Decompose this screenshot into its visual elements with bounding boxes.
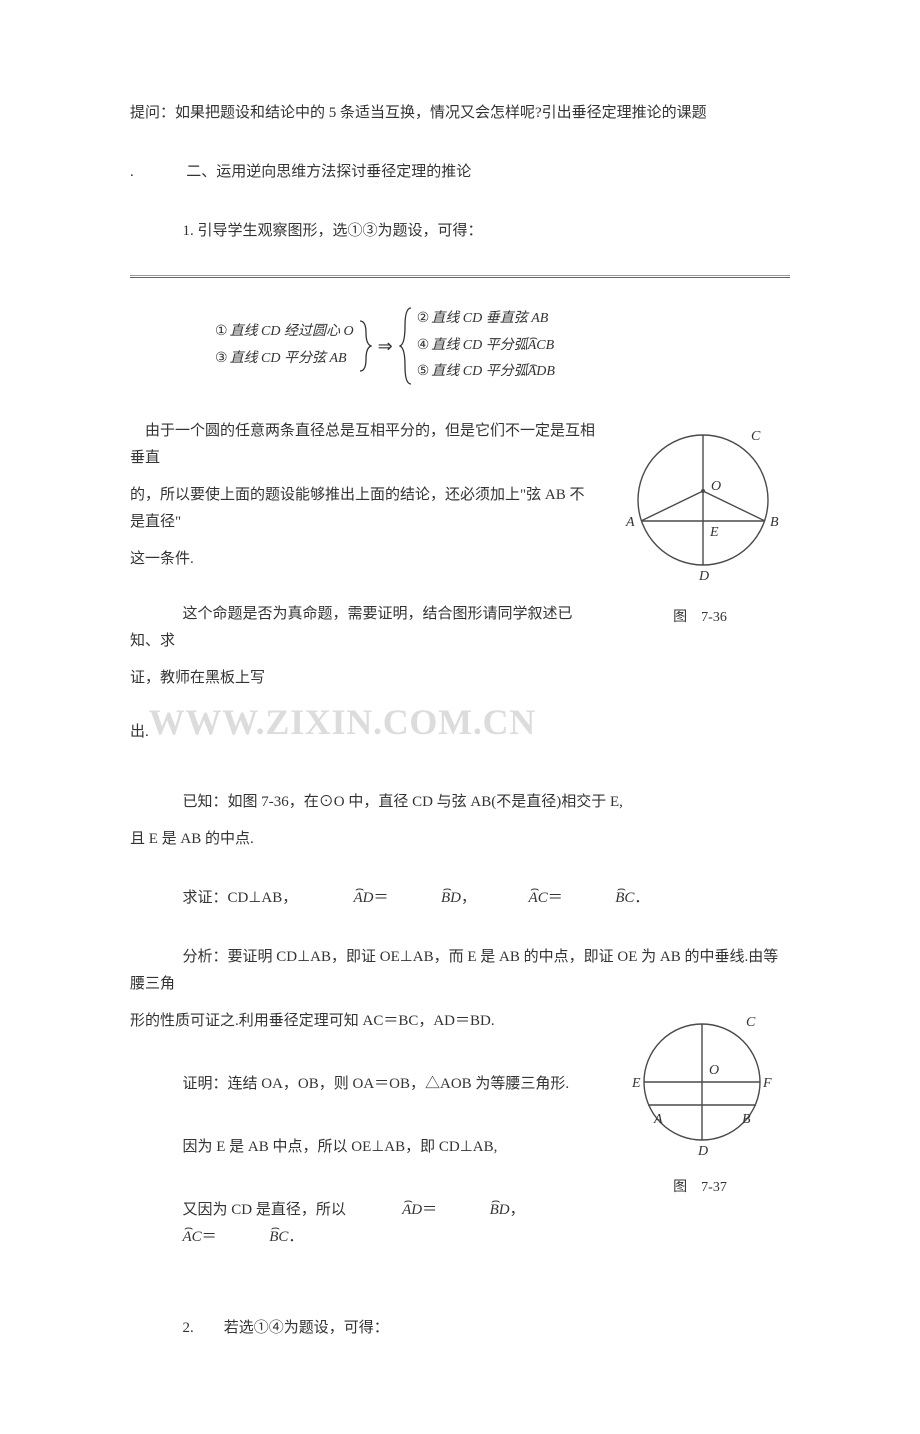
figure-36-caption: 图 7-36 [610, 605, 790, 630]
eq4: ＝ [202, 1229, 217, 1245]
eq1: ＝ [374, 890, 389, 906]
dot-prefix: . [130, 164, 134, 180]
paragraph-5b: 证，教师在黑板上写出.WWW.ZIXIN.COM.CN [130, 665, 596, 757]
label-E-37: E [631, 1076, 641, 1091]
arc-bd-2: BD [437, 1197, 510, 1224]
paragraph-9: 证明：连结 OA，OB，则 OA＝OB，△AOB 为等腰三角形. [130, 1071, 596, 1098]
label-D: D [698, 569, 709, 584]
document-page: 提问：如果把题设和结论中的 5 条适当互换，情况又会怎样呢?引出垂径定理推论的课… [0, 0, 920, 1434]
conclusion-3-text: 直线 CD 平分弧 [431, 364, 527, 379]
conclusion-2-text: 直线 CD 平分弧 [431, 338, 527, 353]
paragraph-4c: 这一条件. [130, 546, 596, 573]
paragraph-step2: 2. 若选①④为题设，可得： [130, 1315, 790, 1342]
paragraph-5a: 这个命题是否为真命题，需要证明，结合图形请同学叙述已知、求 [130, 601, 596, 655]
premise-1-text: 直线 CD 经过圆心 O [230, 324, 354, 339]
arc-bd-1: BD [389, 885, 462, 912]
figure-37-column: A B C D E F O 图 7-37 [610, 1008, 790, 1200]
figure-7-36-svg: A B C D E O [618, 418, 783, 593]
label-D-37: D [697, 1144, 708, 1159]
comma2: ， [510, 1202, 525, 1218]
paragraph-4a: 由于一个圆的任意两条直径总是互相平分的，但是它们不一定是互相垂直 [130, 418, 596, 472]
left-brace-icon [399, 306, 413, 386]
implies-arrow-icon: ⇒ [372, 330, 399, 362]
label-C-37: C [746, 1015, 756, 1030]
label-O-37: O [709, 1063, 719, 1078]
figure-36-column: A B C D E O 图 7-36 [610, 418, 790, 630]
paragraph-6b: 且 E 是 AB 的中点. [130, 826, 790, 853]
arc-ad-2: AD [350, 1197, 423, 1224]
label-B: B [770, 515, 779, 530]
figure-37-caption: 图 7-37 [610, 1175, 790, 1200]
right-brace-icon [358, 319, 372, 372]
divider-line-secondary [130, 275, 790, 276]
paragraph-prove: 求证：CD⊥AB， AD＝BD，AC＝BC． [130, 885, 790, 912]
arc-ad-1: AD [301, 885, 374, 912]
label-F-37: F [762, 1076, 772, 1091]
circled-num-4: ④ [417, 338, 430, 353]
paragraph-6a: 已知：如图 7-36，在⊙O 中，直径 CD 与弦 AB(不是直径)相交于 E, [130, 789, 790, 816]
label-E: E [709, 525, 719, 540]
period2: ． [288, 1229, 303, 1245]
arc-bc-1: BC [563, 885, 635, 912]
premise-2: ③直线 CD 平分弦 AB [215, 346, 354, 373]
section-title-text: 二、运用逆向思维方法探讨垂径定理的推论 [186, 164, 471, 180]
paragraph-8b: 形的性质可证之.利用垂径定理可知 AC＝BC，AD＝BD. [130, 1008, 596, 1035]
paragraph-question: 提问：如果把题设和结论中的 5 条适当互换，情况又会怎样呢?引出垂径定理推论的课… [130, 100, 790, 127]
paragraph-section-title: . 二、运用逆向思维方法探讨垂径定理的推论 [130, 159, 790, 186]
text-column-2: 形的性质可证之.利用垂径定理可知 AC＝BC，AD＝BD. 证明：连结 OA，O… [130, 1008, 596, 1283]
paragraph-8a: 分析：要证明 CD⊥AB，即证 OE⊥AB，而 E 是 AB 的中点，即证 OE… [130, 944, 790, 998]
arc-adb: ADB [528, 359, 555, 386]
period1: ． [634, 890, 649, 906]
conclusion-3: ⑤直线 CD 平分弧ADB [417, 359, 555, 386]
derivation-block: ①直线 CD 经过圆心 O ③直线 CD 平分弦 AB ⇒ ②直线 CD 垂直弦… [130, 277, 790, 386]
label-A-37: A [653, 1112, 663, 1127]
circled-num-3: ③ [215, 351, 228, 366]
label-O: O [711, 479, 721, 494]
paragraph-step1: 1. 引导学生观察图形，选①③为题设，可得： [130, 218, 790, 245]
circled-num-2: ② [417, 311, 430, 326]
text-with-figure-36: 由于一个圆的任意两条直径总是互相平分的，但是它们不一定是互相垂直 的，所以要使上… [130, 418, 790, 757]
label-B-37: B [742, 1112, 751, 1127]
paragraph-11: 又因为 CD 是直径，所以 AD＝BD，AC＝BC． [130, 1197, 596, 1251]
label-A: A [625, 515, 635, 530]
text-column-1: 由于一个圆的任意两条直径总是互相平分的，但是它们不一定是互相垂直 的，所以要使上… [130, 418, 596, 757]
circled-num-1: ① [215, 324, 228, 339]
prove-prefix: 求证：CD⊥AB， [183, 890, 298, 906]
arc-ac-2: AC [130, 1224, 202, 1251]
comma1: ， [461, 890, 476, 906]
derivation-content: ①直线 CD 经过圆心 O ③直线 CD 平分弦 AB ⇒ ②直线 CD 垂直弦… [215, 306, 790, 386]
circled-num-5: ⑤ [417, 364, 430, 379]
arc-ac-1: AC [476, 885, 548, 912]
premise-2-text: 直线 CD 平分弦 AB [230, 351, 347, 366]
arc-bc-2: BC [217, 1224, 289, 1251]
conclusion-1-text: 直线 CD 垂直弦 AB [431, 311, 548, 326]
text-with-figure-37: 形的性质可证之.利用垂径定理可知 AC＝BC，AD＝BD. 证明：连结 OA，O… [130, 1008, 790, 1283]
paragraph-4b: 的，所以要使上面的题设能够推出上面的结论，还必须加上"弦 AB 不是直径" [130, 482, 596, 536]
figure-7-37-svg: A B C D E F O [620, 1008, 780, 1163]
watermark-text: WWW.ZIXIN.COM.CN [149, 702, 536, 742]
label-C: C [751, 429, 761, 444]
paragraph-10: 因为 E 是 AB 中点，所以 OE⊥AB，即 CD⊥AB, [130, 1134, 596, 1161]
eq2: ＝ [548, 890, 563, 906]
conclusion-group: ②直线 CD 垂直弦 AB ④直线 CD 平分弧ACB ⑤直线 CD 平分弧AD… [399, 306, 555, 386]
eq3: ＝ [422, 1202, 437, 1218]
premise-1: ①直线 CD 经过圆心 O [215, 319, 354, 346]
premise-group: ①直线 CD 经过圆心 O ③直线 CD 平分弦 AB [215, 319, 372, 372]
